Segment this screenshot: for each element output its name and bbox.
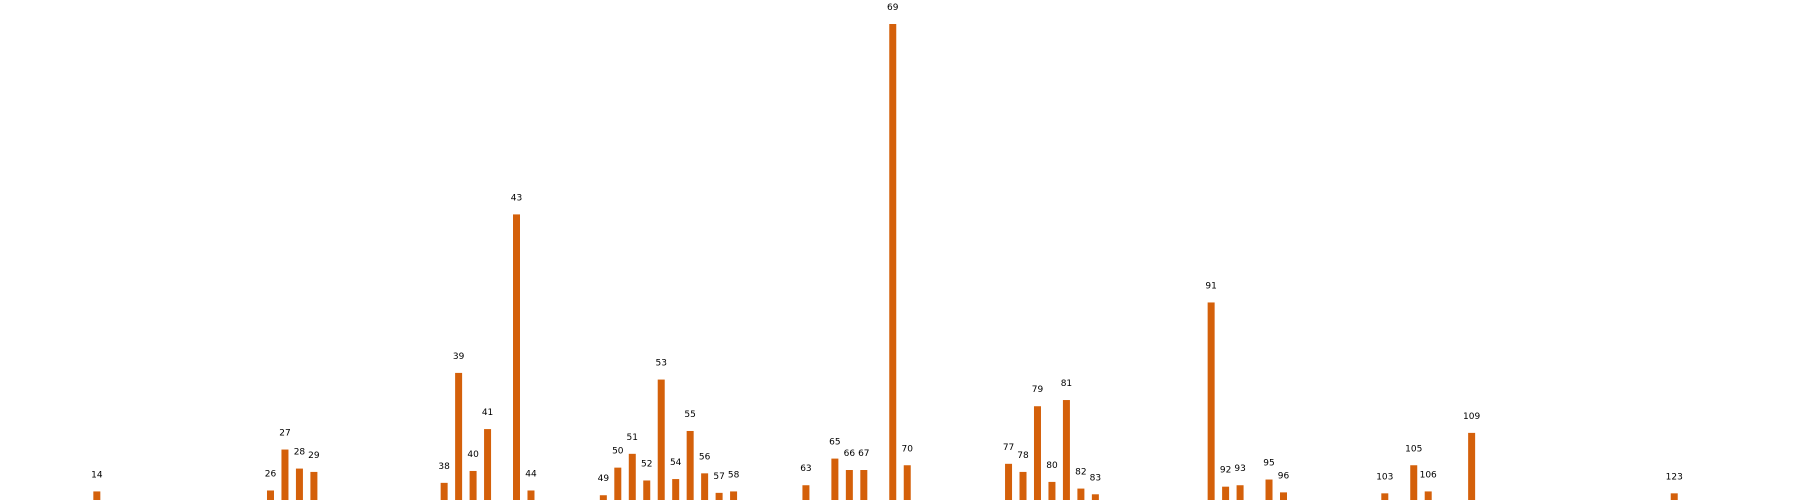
bar-label-29: 29 <box>308 451 320 461</box>
bar-label-40: 40 <box>467 450 479 460</box>
bar-82 <box>1077 488 1085 500</box>
bar-95 <box>1265 479 1273 500</box>
bar-label-67: 67 <box>858 449 869 459</box>
bar-label-66: 66 <box>844 449 856 459</box>
bar-92 <box>1222 486 1230 500</box>
bar-28 <box>295 468 303 500</box>
bar-label-55: 55 <box>684 410 695 420</box>
bar-label-41: 41 <box>482 408 493 418</box>
bar-70 <box>903 465 911 500</box>
bar-label-96: 96 <box>1278 471 1290 481</box>
bar-80 <box>1048 481 1056 500</box>
bar-123 <box>1670 493 1678 500</box>
bar-44 <box>527 490 535 500</box>
bar-label-39: 39 <box>453 352 465 362</box>
bar-93 <box>1236 485 1244 500</box>
bar-63 <box>802 485 810 500</box>
bar-label-44: 44 <box>525 469 537 479</box>
bar-57 <box>715 492 723 500</box>
bar-label-78: 78 <box>1017 451 1029 461</box>
bar-label-54: 54 <box>670 458 682 468</box>
bar-49 <box>599 495 607 500</box>
bar-label-53: 53 <box>655 359 666 369</box>
bar-55 <box>686 430 694 500</box>
bar-label-109: 109 <box>1463 412 1480 422</box>
bar-label-38: 38 <box>438 462 450 472</box>
bars-group <box>93 24 1678 500</box>
bar-29 <box>310 471 318 500</box>
bar-77 <box>1005 463 1013 500</box>
bar-label-65: 65 <box>829 438 840 448</box>
bar-label-56: 56 <box>699 452 711 462</box>
bar-109 <box>1468 432 1476 500</box>
bar-label-43: 43 <box>511 193 522 203</box>
bar-label-106: 106 <box>1420 470 1437 480</box>
bar-label-105: 105 <box>1405 444 1422 454</box>
bar-43 <box>513 214 520 500</box>
bar-41 <box>484 429 492 500</box>
bar-67 <box>860 470 868 500</box>
bar-58 <box>730 491 738 500</box>
bar-label-69: 69 <box>887 3 899 13</box>
bar-label-79: 79 <box>1032 385 1044 395</box>
bar-label-28: 28 <box>294 448 306 458</box>
bar-78 <box>1019 471 1027 500</box>
bar-66 <box>845 470 853 500</box>
bar-label-14: 14 <box>91 470 103 480</box>
bar-103 <box>1381 493 1389 500</box>
bar-53 <box>657 379 665 500</box>
bar-label-77: 77 <box>1003 443 1014 453</box>
bar-label-70: 70 <box>902 444 914 454</box>
bar-label-26: 26 <box>265 469 277 479</box>
bar-14 <box>93 491 101 500</box>
bar-label-123: 123 <box>1666 472 1683 482</box>
bar-27 <box>281 449 289 500</box>
bar-56 <box>701 473 709 500</box>
bar-label-91: 91 <box>1205 281 1216 291</box>
bar-label-83: 83 <box>1090 473 1101 483</box>
bar-label-50: 50 <box>612 447 624 457</box>
bar-label-63: 63 <box>800 464 811 474</box>
bar-label-92: 92 <box>1220 466 1231 476</box>
bar-label-103: 103 <box>1376 472 1393 482</box>
bar-69 <box>889 24 897 500</box>
bar-label-49: 49 <box>598 474 610 484</box>
bar-40 <box>469 470 477 500</box>
bar-label-51: 51 <box>627 433 638 443</box>
bar-26 <box>266 490 274 500</box>
bar-65 <box>831 458 839 500</box>
bar-106 <box>1424 491 1432 500</box>
bar-label-82: 82 <box>1075 468 1086 478</box>
bar-label-95: 95 <box>1263 459 1274 469</box>
bar-52 <box>643 480 651 500</box>
bar-79 <box>1033 406 1041 500</box>
bar-96 <box>1280 492 1287 500</box>
bar-51 <box>628 453 636 500</box>
bar-label-27: 27 <box>279 429 290 439</box>
bar-label-58: 58 <box>728 470 740 480</box>
bar-label-57: 57 <box>713 472 724 482</box>
bar-83 <box>1091 494 1099 500</box>
bar-label-52: 52 <box>641 459 652 469</box>
bar-91 <box>1207 302 1215 500</box>
bar-label-81: 81 <box>1061 379 1072 389</box>
bar-54 <box>672 479 680 500</box>
bar-81 <box>1062 400 1070 500</box>
bar-38 <box>440 482 448 500</box>
bar-39 <box>455 372 463 500</box>
bar-50 <box>614 467 622 500</box>
bar-105 <box>1410 465 1418 500</box>
bar-label-80: 80 <box>1046 461 1058 471</box>
bar-label-93: 93 <box>1234 464 1245 474</box>
